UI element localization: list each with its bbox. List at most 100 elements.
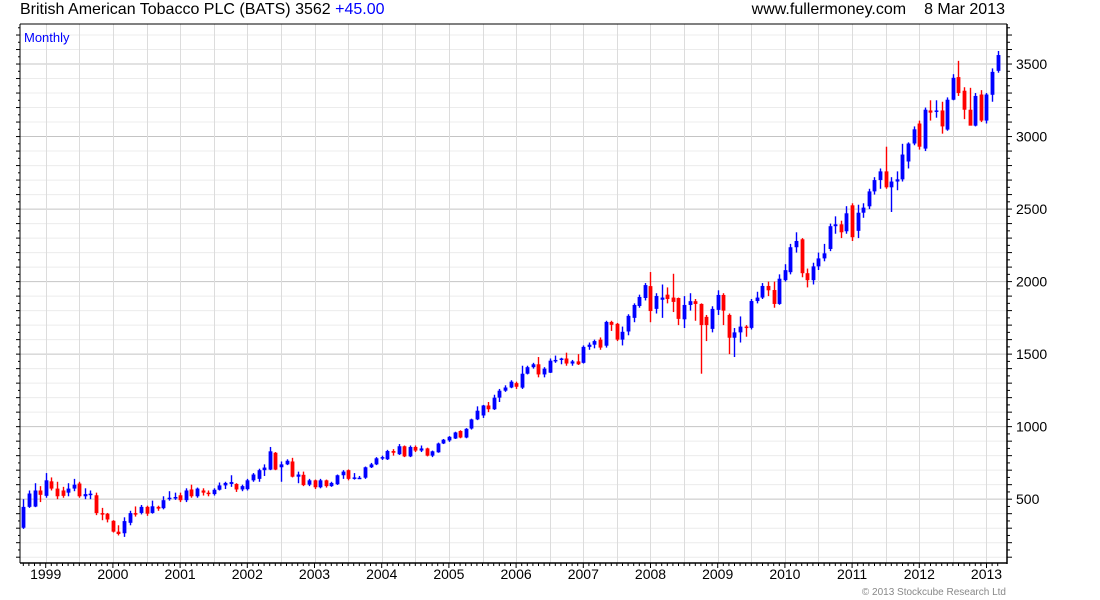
x-tick-label: 2009 (702, 566, 733, 582)
candle-body (682, 304, 687, 320)
candle-body (161, 500, 166, 509)
candle-body (55, 488, 60, 497)
candle-body (604, 321, 609, 346)
candle (262, 464, 267, 476)
candle (324, 479, 329, 488)
candle-body (257, 470, 262, 479)
candle (699, 303, 704, 374)
candle-body (962, 90, 967, 110)
candle-body (313, 480, 318, 488)
candle (514, 381, 519, 389)
candle (822, 243, 827, 262)
candle-body (49, 481, 54, 489)
candle-body (956, 77, 961, 94)
candle (408, 445, 413, 458)
candle-body (553, 359, 558, 362)
candle (895, 171, 900, 191)
candle-body (704, 316, 709, 326)
candle (363, 466, 368, 479)
candle (122, 517, 127, 537)
candle (850, 203, 855, 241)
candle-body (811, 266, 816, 281)
candle (313, 479, 318, 490)
candle-body (497, 390, 502, 398)
candle (307, 478, 312, 487)
candle-body (413, 446, 418, 451)
candle-body (996, 55, 1001, 71)
candle (962, 87, 967, 120)
candle (520, 365, 525, 389)
x-tick-label: 2008 (635, 566, 666, 582)
candle-body (648, 286, 653, 312)
candle (800, 238, 805, 278)
candle (867, 188, 872, 210)
candle-body (912, 129, 917, 144)
candle (469, 418, 474, 430)
y-tick-label: 3500 (1016, 56, 1047, 72)
candle (279, 461, 284, 482)
candle (128, 510, 133, 526)
candle (917, 120, 922, 150)
candle-body (531, 364, 536, 368)
candle (385, 449, 390, 461)
candle-body (94, 495, 99, 514)
candle-body (61, 490, 66, 496)
candle-body (990, 71, 995, 95)
candle-body (805, 273, 810, 281)
x-tick-label: 2004 (366, 566, 397, 582)
candle (721, 293, 726, 326)
copyright: © 2013 Stockcube Research Ltd (861, 587, 1006, 598)
candle-body (380, 457, 385, 459)
candle (581, 345, 586, 364)
candle (945, 97, 950, 131)
candle (648, 272, 653, 323)
candle-body (33, 490, 38, 507)
candle (536, 357, 541, 378)
candle-body (273, 452, 278, 470)
candle-body (525, 367, 530, 374)
candle-body (296, 474, 301, 477)
candle (564, 352, 569, 366)
candle-body (212, 489, 217, 495)
candle (161, 496, 166, 510)
candle-body (133, 513, 138, 515)
candle-body (229, 482, 234, 484)
candle (772, 281, 777, 308)
candle (788, 243, 793, 275)
candle (676, 297, 681, 326)
candle-body (178, 495, 183, 501)
candle-body (968, 109, 973, 126)
candle (66, 483, 71, 497)
candle-body (21, 506, 26, 528)
candle-body (105, 513, 110, 520)
candle (598, 337, 603, 350)
candle (604, 320, 609, 348)
site-link[interactable]: www.fullermoney.com (751, 1, 907, 18)
candle-body (867, 191, 872, 207)
candle-body (72, 484, 77, 489)
price-change: +45.00 (335, 1, 385, 18)
candle-body (906, 143, 911, 162)
x-tick-label: 1999 (30, 566, 61, 582)
candle (111, 520, 116, 533)
candle (33, 483, 38, 508)
candle-body (749, 301, 754, 328)
candle (665, 287, 670, 304)
candle-body (777, 278, 782, 304)
candle (732, 328, 737, 358)
candle (587, 342, 592, 350)
candle (760, 283, 765, 300)
candle (436, 442, 441, 453)
instrument-title: British American Tobacco PLC (BATS) 3562 (20, 1, 331, 18)
candle-body (828, 226, 833, 249)
candle (592, 339, 597, 349)
candle (357, 475, 362, 480)
candle-body (128, 513, 133, 523)
candle-body (44, 480, 49, 496)
candle (425, 447, 430, 457)
x-tick-label: 2013 (971, 566, 1002, 582)
candle (783, 264, 788, 282)
candle (620, 326, 625, 346)
candle-body (324, 480, 329, 487)
x-tick-label: 2012 (904, 566, 935, 582)
